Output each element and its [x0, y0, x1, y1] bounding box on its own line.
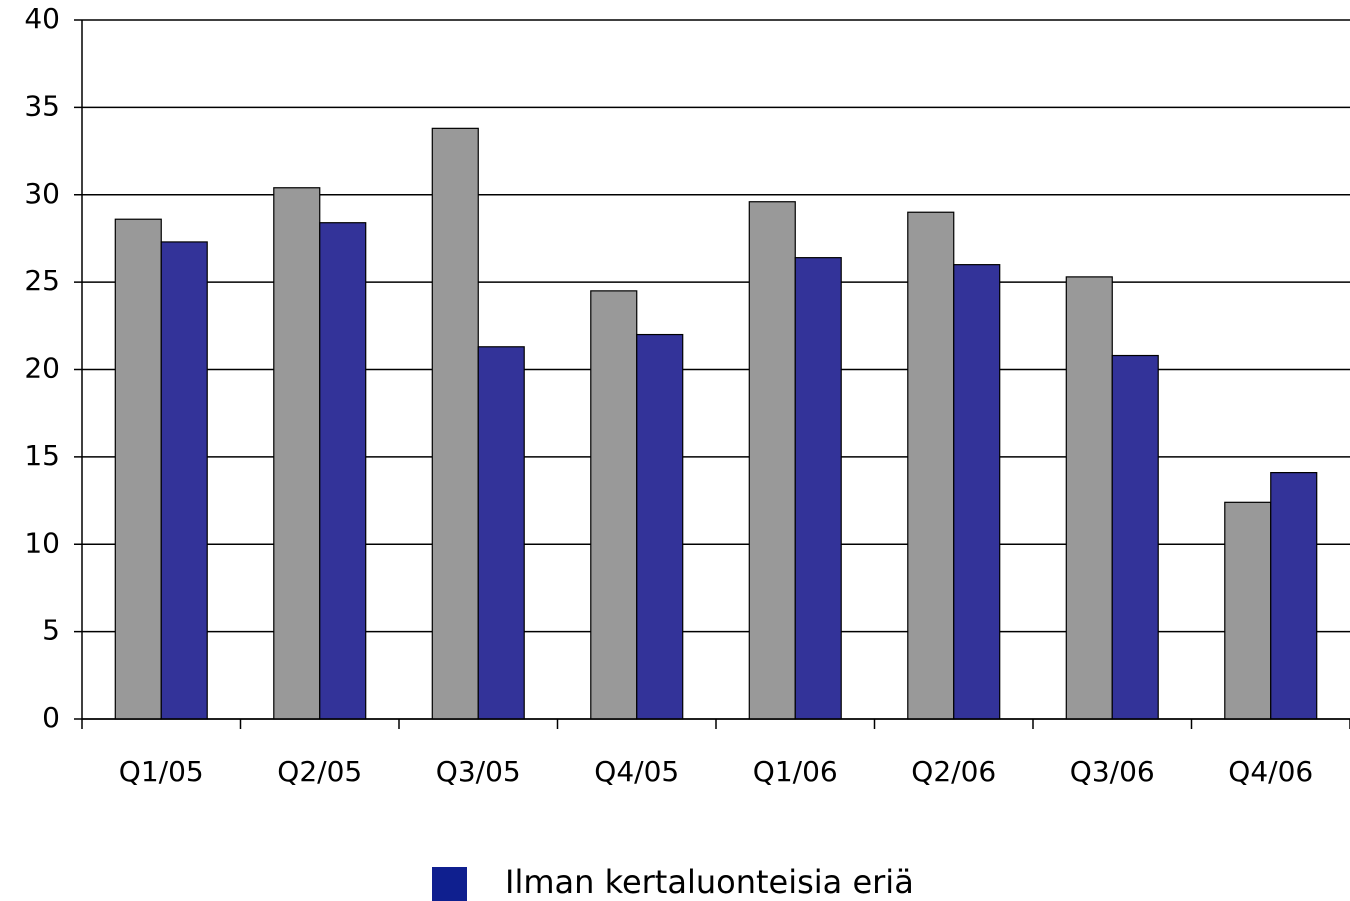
x-tick-label: Q3/05 [436, 755, 521, 788]
bar [636, 333, 684, 720]
y-tick-label: 20 [24, 352, 60, 385]
legend-swatch [432, 867, 467, 901]
y-tick-label: 25 [24, 264, 60, 297]
x-tick-label: Q2/05 [277, 755, 362, 788]
y-tick-label: 30 [24, 177, 60, 210]
x-tick-label: Q3/06 [1070, 755, 1155, 788]
bar [907, 211, 955, 720]
bar [1224, 501, 1272, 720]
bar [953, 264, 1001, 720]
bar [794, 257, 842, 720]
y-tick-label: 10 [24, 526, 60, 559]
x-tick-label: Q4/06 [1228, 755, 1313, 788]
bar [748, 201, 796, 720]
legend-label: Ilman kertaluonteisia eriä [505, 863, 914, 901]
bar [114, 218, 162, 720]
y-tick-label: 0 [42, 701, 60, 734]
x-tick-label: Q4/05 [594, 755, 679, 788]
y-tick-label: 15 [24, 439, 60, 472]
bar [477, 346, 525, 720]
y-tick-label: 5 [42, 614, 60, 647]
bar [160, 241, 208, 720]
y-tick-label: 35 [24, 89, 60, 122]
x-tick-label: Q1/05 [119, 755, 204, 788]
y-tick-label: 40 [24, 2, 60, 35]
bar [1270, 472, 1318, 720]
x-tick-label: Q1/06 [753, 755, 838, 788]
bar [1065, 276, 1113, 720]
bar [431, 127, 479, 720]
bar [590, 290, 638, 720]
bar [319, 222, 367, 720]
x-tick-label: Q2/06 [911, 755, 996, 788]
bar [273, 187, 321, 720]
bar [1111, 354, 1159, 720]
